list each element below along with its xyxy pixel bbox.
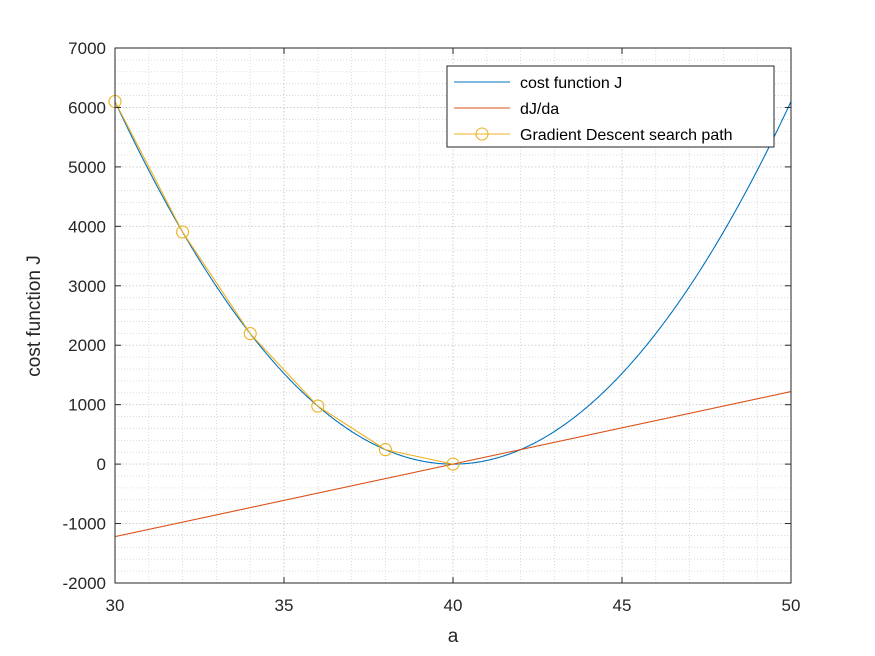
legend-entry-label: Gradient Descent search path: [520, 127, 733, 144]
legend-entry-label: dJ/da: [520, 101, 559, 118]
y-tick-label: 7000: [68, 39, 106, 58]
gradient-path-marker: [311, 399, 325, 413]
x-axis-label: a: [448, 626, 459, 647]
y-tick-label: -2000: [63, 574, 106, 593]
x-tick-labels: 30 35 40 45 50: [106, 596, 801, 615]
x-tick-label: 35: [275, 596, 294, 615]
x-tick-label: 30: [106, 596, 125, 615]
x-tick-label: 50: [782, 596, 801, 615]
tick-marks: [114, 47, 792, 584]
y-tick-label: 1000: [68, 396, 106, 415]
y-tick-labels: -2000 -1000 0 1000 2000 3000 4000 5000 6000 7000: [63, 39, 106, 593]
y-tick-label: 6000: [68, 98, 106, 117]
y-tick-label: 4000: [68, 217, 106, 236]
y-tick-label: -1000: [63, 515, 106, 534]
y-tick-label: 0: [97, 455, 106, 474]
y-axis-label: cost function J: [24, 255, 45, 376]
gradient-path-marker: [243, 327, 257, 341]
gradient-path-marker: [176, 225, 190, 239]
legend-swatch-marker: [475, 127, 489, 141]
gradient-path-marker: [446, 457, 460, 471]
y-tick-label: 5000: [68, 158, 106, 177]
x-tick-label: 45: [613, 596, 632, 615]
gradient-path-marker: [378, 443, 392, 457]
y-tick-label: 3000: [68, 277, 106, 296]
y-tick-label: 2000: [68, 336, 106, 355]
legend-entry-label: cost function J: [520, 75, 622, 92]
minor-grid: [115, 48, 791, 583]
series-gradient-path-line: [114, 101, 454, 465]
legend: cost function J dJ/da Gradient Descent sea…: [446, 65, 775, 148]
x-tick-label: 40: [444, 596, 463, 615]
series-layer: [108, 94, 792, 538]
